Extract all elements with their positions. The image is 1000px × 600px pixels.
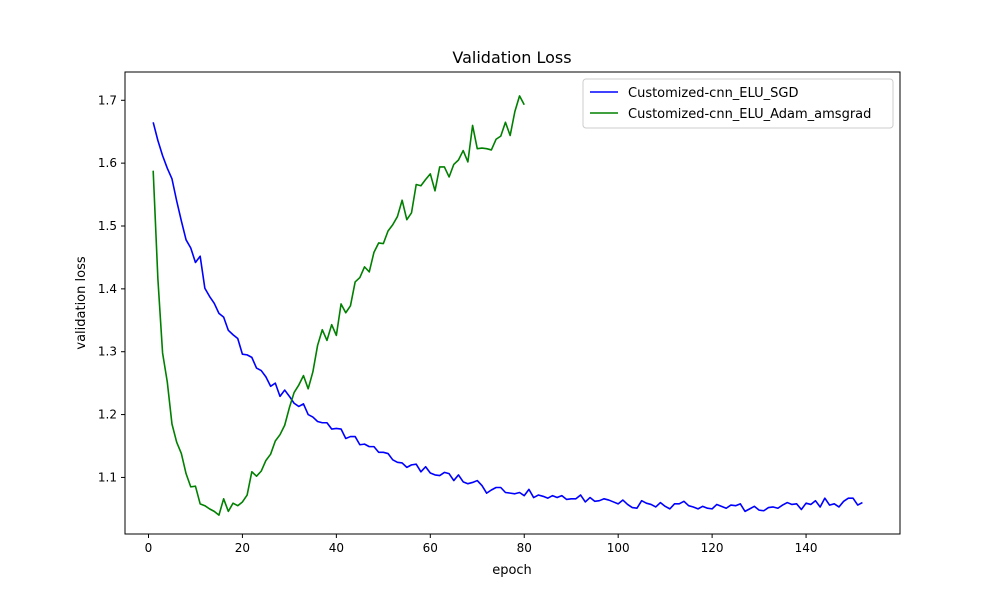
- y-axis-ticks: 1.1 1.2 1.3 1.4 1.5 1.6 1.7: [98, 93, 125, 484]
- x-tick-label: 40: [329, 541, 344, 555]
- x-tick-label: 140: [795, 541, 818, 555]
- y-tick-label: 1.2: [98, 408, 117, 422]
- series-layer: [152, 95, 863, 516]
- legend-label: Customized-cnn_ELU_Adam_amsgrad: [628, 107, 871, 122]
- x-tick-label: 120: [701, 541, 724, 555]
- x-tick-label: 20: [235, 541, 250, 555]
- y-tick-label: 1.4: [98, 282, 117, 296]
- legend-box: [582, 78, 894, 129]
- x-axis-ticks: 0 20 40 60 80 100 120 140: [145, 534, 818, 555]
- x-tick-label: 100: [607, 541, 630, 555]
- plot-frame: [124, 71, 901, 535]
- x-tick-label: 80: [517, 541, 532, 555]
- y-axis-label: validation loss: [74, 256, 89, 349]
- y-tick-label: 1.3: [98, 345, 117, 359]
- chart-title: Validation Loss: [452, 48, 571, 67]
- y-tick-label: 1.5: [98, 219, 117, 233]
- y-tick-label: 1.7: [98, 93, 117, 107]
- x-tick-label: 60: [423, 541, 438, 555]
- y-tick-label: 1.1: [98, 470, 117, 484]
- legend: Customized-cnn_ELU_SGD Customized-cnn_ELU…: [582, 78, 894, 129]
- x-axis-label: epoch: [492, 563, 532, 578]
- y-tick-label: 1.6: [98, 156, 117, 170]
- legend-label: Customized-cnn_ELU_SGD: [628, 86, 798, 101]
- series-line-1: [152, 122, 863, 513]
- x-tick-label: 0: [145, 541, 153, 555]
- series-line-2: [152, 95, 525, 516]
